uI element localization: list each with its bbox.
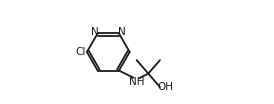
- Text: OH: OH: [157, 82, 173, 92]
- Text: NH: NH: [129, 77, 144, 87]
- Text: N: N: [118, 27, 125, 37]
- Text: Cl: Cl: [75, 47, 85, 57]
- Text: N: N: [91, 27, 99, 37]
